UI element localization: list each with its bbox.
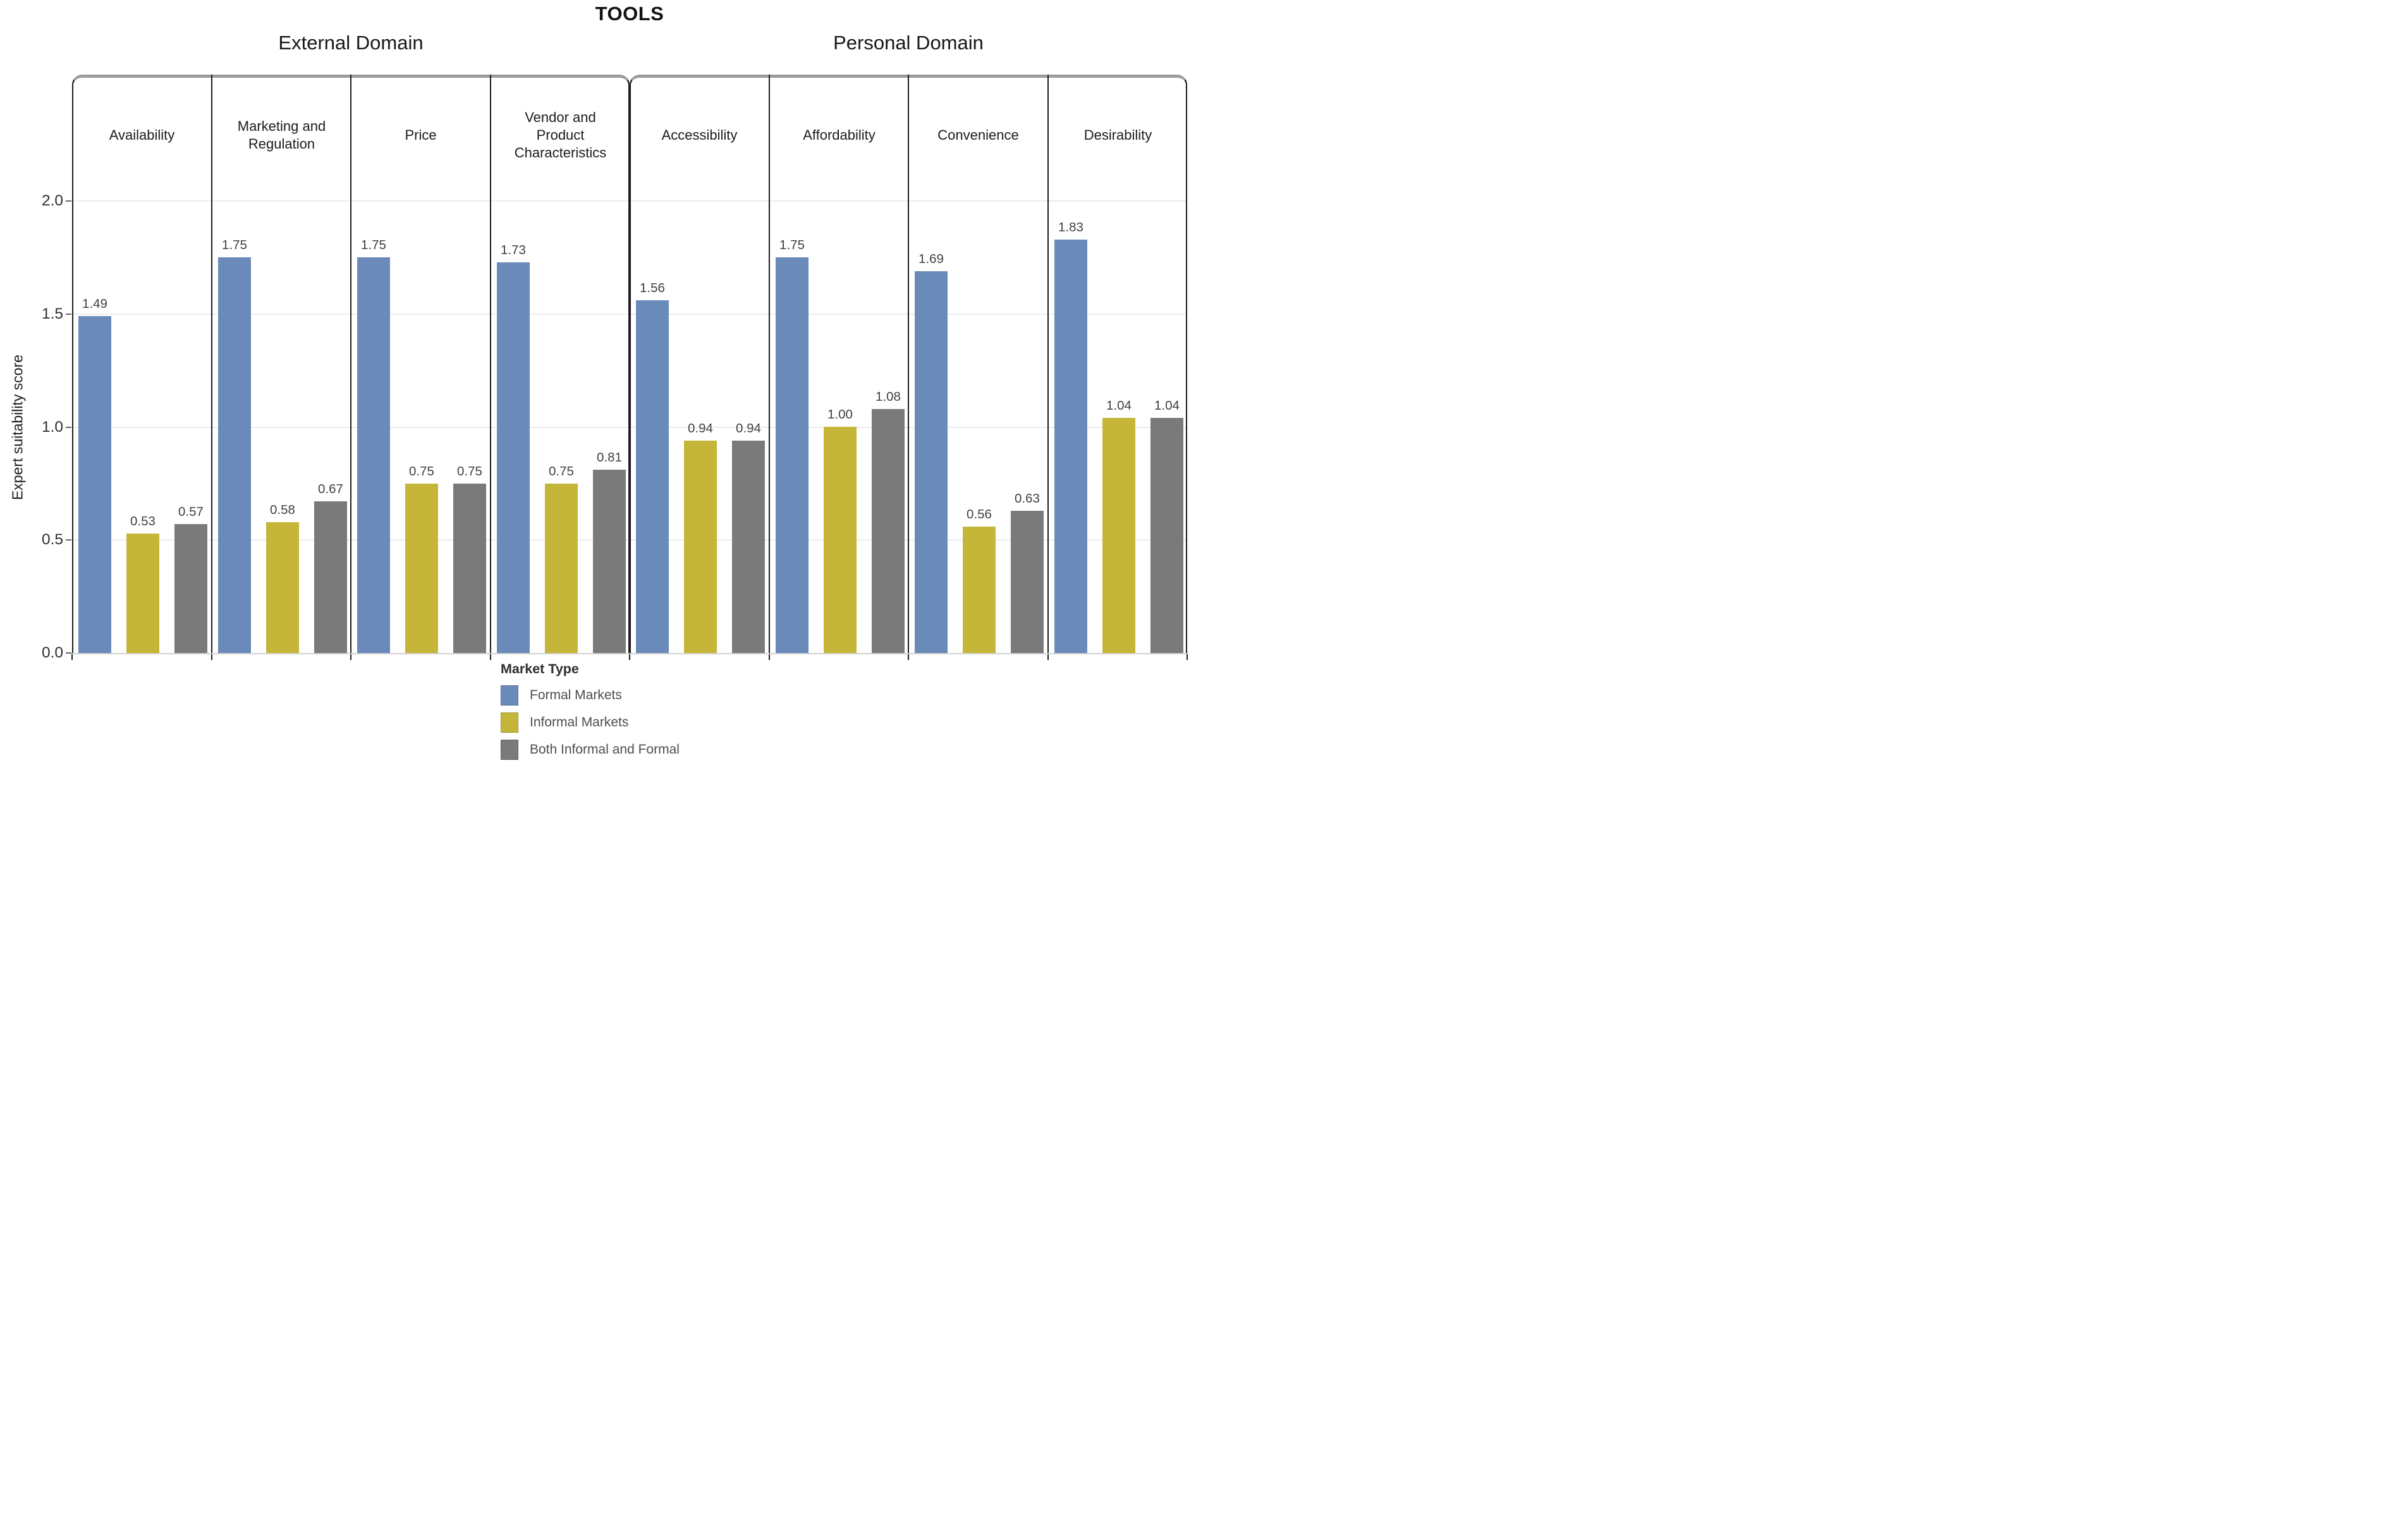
bar-value-label: 0.67 — [318, 482, 343, 496]
bar-value-label: 0.56 — [967, 507, 992, 522]
bar-value-label: 1.75 — [361, 238, 386, 252]
bar-value-label: 0.94 — [736, 421, 761, 436]
bar-value-label: 1.75 — [222, 238, 247, 252]
legend-swatch — [501, 740, 518, 760]
x-axis-tick-mark — [1047, 654, 1049, 660]
legend-items: Formal Markets Informal Markets Both Infor… — [501, 685, 680, 760]
panel-divider — [350, 75, 351, 653]
legend-item: Informal Markets — [501, 712, 680, 733]
bar-formal-markets — [636, 300, 669, 653]
bar-value-label: 0.58 — [270, 503, 295, 517]
bar-formal-markets — [776, 257, 809, 653]
x-axis-line — [71, 653, 1188, 654]
legend-item-label: Formal Markets — [530, 688, 622, 702]
category-label: Price — [405, 126, 437, 143]
y-tick-mark — [66, 314, 71, 315]
bar-informal-markets — [126, 534, 159, 653]
x-axis-tick-mark — [490, 654, 491, 660]
bar-both-informal-and-formal — [1150, 418, 1183, 653]
panel-divider — [769, 75, 770, 653]
bar-value-label: 1.04 — [1106, 398, 1132, 413]
bar-informal-markets — [405, 484, 438, 653]
bar-value-label: 1.56 — [640, 281, 665, 295]
x-axis-tick-mark — [769, 654, 770, 660]
bar-formal-markets — [915, 271, 948, 653]
bar-formal-markets — [78, 316, 111, 653]
bar-formal-markets — [1054, 240, 1087, 653]
bar-both-informal-and-formal — [732, 441, 765, 653]
bar-value-label: 1.49 — [82, 296, 107, 311]
legend-title: Market Type — [501, 661, 579, 676]
y-tick-mark — [66, 539, 71, 541]
panel-divider — [1047, 75, 1049, 653]
category-label: Accessibility — [661, 126, 738, 143]
legend-swatch — [501, 712, 518, 733]
bar-value-label: 1.04 — [1154, 398, 1180, 413]
bar-informal-markets — [1102, 418, 1135, 653]
y-tick-label: 0.5 — [41, 531, 63, 548]
y-tick-mark — [66, 200, 71, 202]
bar-formal-markets — [218, 257, 251, 653]
legend-swatch — [501, 685, 518, 706]
category-label: Marketing and Regulation — [237, 118, 326, 152]
domain-header-personal: Personal Domain — [833, 32, 984, 54]
bar-value-label: 1.08 — [876, 389, 901, 404]
y-tick-label: 1.0 — [41, 419, 63, 436]
bar-value-label: 1.69 — [918, 252, 944, 266]
bar-value-label: 1.75 — [779, 238, 805, 252]
bar-value-label: 0.94 — [688, 421, 713, 436]
bar-informal-markets — [824, 427, 857, 653]
x-axis-tick-mark — [211, 654, 212, 660]
x-axis-tick-mark — [71, 654, 73, 660]
plot-area: External Domain Personal Domain Availabili… — [0, 0, 1196, 770]
bar-both-informal-and-formal — [314, 501, 347, 653]
bar-value-label: 0.75 — [457, 464, 482, 479]
category-label: Affordability — [803, 126, 876, 143]
bar-value-label: 0.53 — [130, 514, 156, 529]
legend-item-label: Both Informal and Formal — [530, 742, 680, 757]
y-tick-label: 0.0 — [41, 644, 63, 661]
bar-both-informal-and-formal — [872, 409, 905, 653]
category-label: Convenience — [937, 126, 1019, 143]
legend-item: Both Informal and Formal — [501, 740, 680, 760]
bar-informal-markets — [266, 522, 299, 653]
bar-both-informal-and-formal — [174, 524, 207, 653]
bar-informal-markets — [684, 441, 717, 653]
y-tick-label: 2.0 — [41, 192, 63, 209]
y-tick-label: 1.5 — [41, 305, 63, 322]
bar-value-label: 0.57 — [178, 504, 204, 519]
bar-informal-markets — [963, 527, 996, 653]
bar-value-label: 0.75 — [549, 464, 574, 479]
x-axis-tick-mark — [908, 654, 909, 660]
y-tick-mark — [66, 652, 71, 654]
panel-divider — [211, 75, 212, 653]
bar-both-informal-and-formal — [1011, 511, 1044, 653]
legend-item-label: Informal Markets — [530, 715, 629, 730]
bar-both-informal-and-formal — [453, 484, 486, 653]
x-axis-tick-mark — [1187, 654, 1188, 660]
panel-divider — [908, 75, 909, 653]
category-label: Vendor and Product Characteristics — [514, 109, 607, 161]
x-axis-tick-mark — [629, 654, 630, 660]
y-tick-mark — [66, 427, 71, 428]
bar-formal-markets — [357, 257, 390, 653]
category-label: Desirability — [1083, 126, 1152, 143]
legend-item: Formal Markets — [501, 685, 680, 706]
bar-value-label: 1.73 — [501, 243, 526, 257]
bar-value-label: 0.63 — [1015, 491, 1040, 506]
category-label: Availability — [109, 126, 175, 143]
bar-value-label: 1.00 — [827, 407, 853, 422]
bar-value-label: 1.83 — [1058, 220, 1083, 235]
bar-formal-markets — [497, 262, 530, 653]
domain-header-external: External Domain — [278, 32, 424, 54]
chart: TOOLS Expert suitability score External … — [0, 0, 1196, 770]
bar-both-informal-and-formal — [593, 470, 626, 653]
bar-value-label: 0.81 — [597, 450, 622, 465]
x-axis-tick-mark — [350, 654, 351, 660]
chart-title: TOOLS — [595, 3, 664, 25]
bar-informal-markets — [545, 484, 578, 653]
bar-value-label: 0.75 — [409, 464, 434, 479]
panel-divider — [490, 75, 491, 653]
legend: Market Type Formal Markets Informal Marke… — [501, 661, 680, 767]
